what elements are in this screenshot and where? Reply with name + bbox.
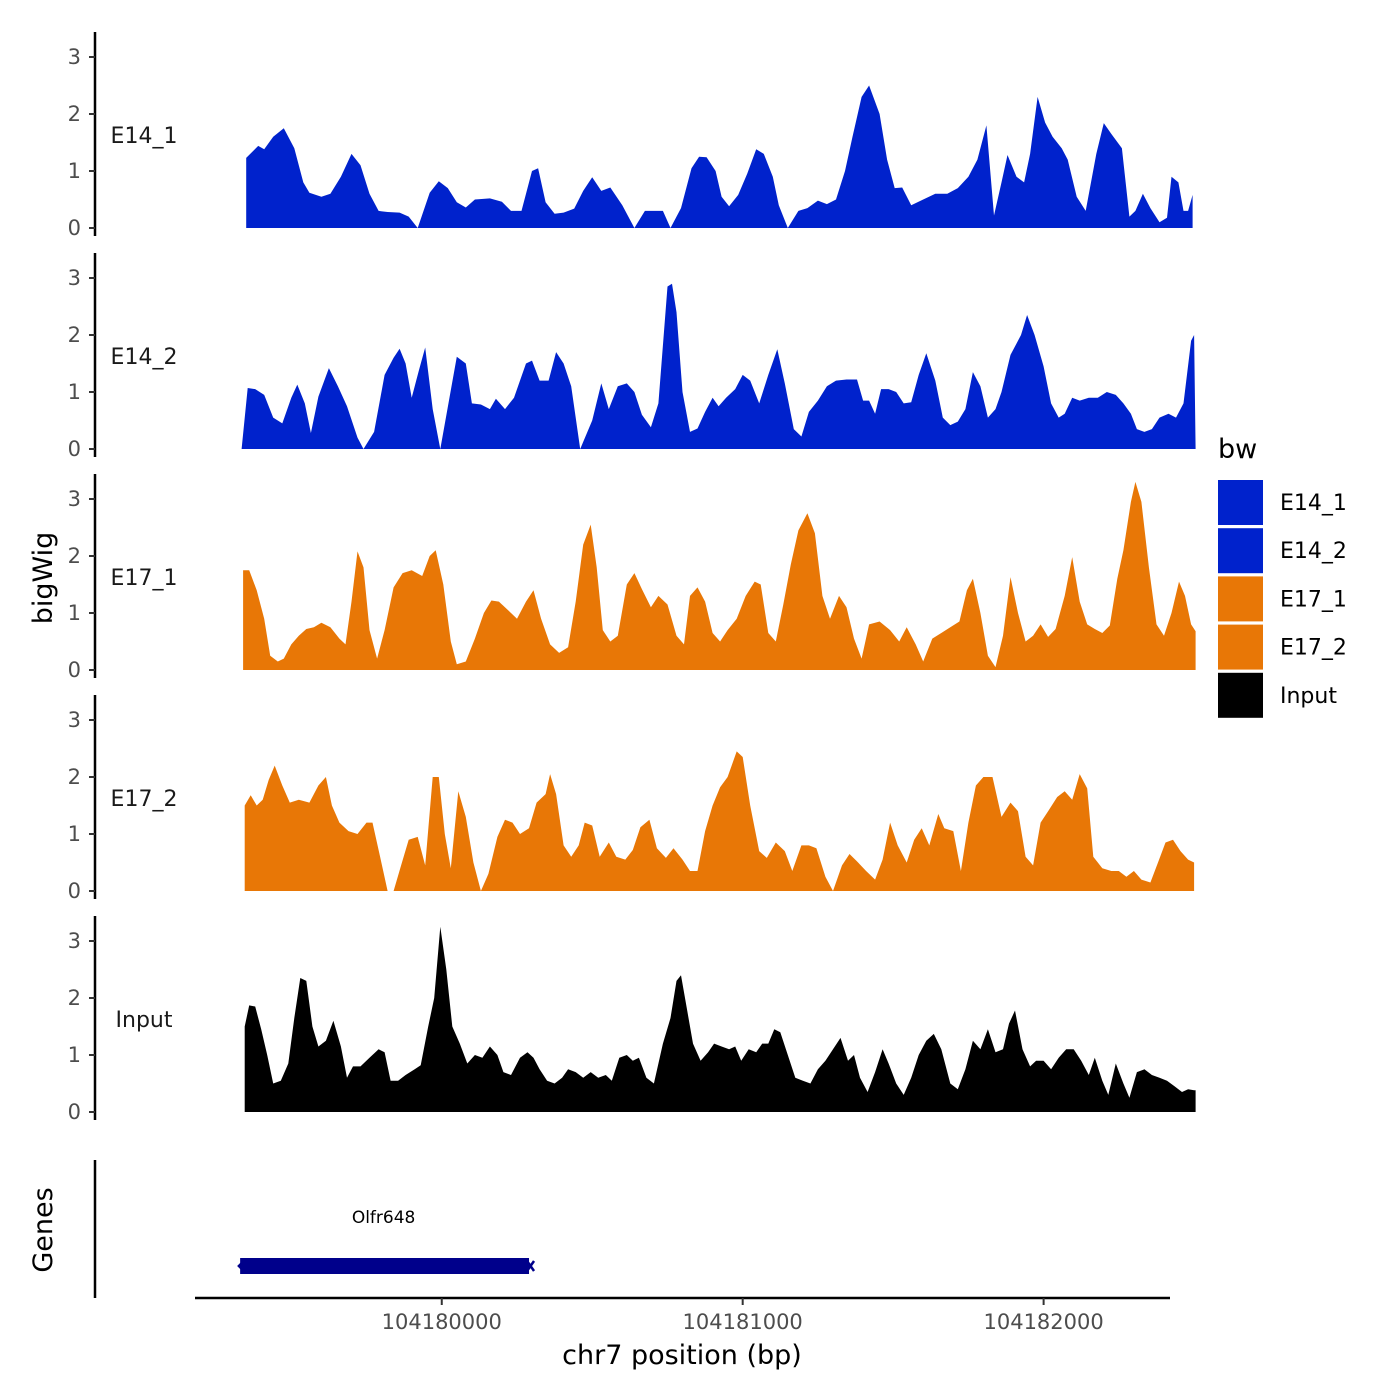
track-label: E17_2 <box>111 787 178 812</box>
y-tick-label: 2 <box>68 765 81 789</box>
gene-end-marker <box>526 1260 536 1272</box>
legend-key-e14-1 <box>1218 480 1263 525</box>
legend-key-input <box>1218 672 1263 718</box>
x-tick-label: 104181000 <box>683 1310 803 1334</box>
y-tick-label: 0 <box>68 879 81 903</box>
legend-label: E14_1 <box>1280 491 1347 516</box>
y-tick-label: 2 <box>68 544 81 568</box>
genes-axis-title: Genes <box>28 1187 59 1272</box>
gene-body <box>240 1258 530 1274</box>
track-e17-2: 0 1 2 3 E17_2 <box>68 695 1195 903</box>
y-tick-label: 2 <box>68 986 81 1010</box>
y-tick-label: 3 <box>68 45 81 69</box>
track-input: 0 1 2 3 Input <box>68 916 1196 1124</box>
x-axis-title: chr7 position (bp) <box>562 1340 802 1371</box>
x-tick-label: 104182000 <box>983 1310 1103 1334</box>
y-axis-title: bigWig <box>28 532 59 625</box>
gene-olfr648: Olfr648 <box>237 1208 536 1274</box>
track-label: E14_1 <box>111 124 178 149</box>
legend-label: E14_2 <box>1280 539 1347 564</box>
y-tick-label: 3 <box>68 266 81 290</box>
y-tick-label: 1 <box>68 1043 81 1067</box>
signal-area <box>246 85 1193 228</box>
y-tick-label: 0 <box>68 1100 81 1124</box>
track-e14-2: 0 1 2 3 E14_2 <box>68 253 1196 461</box>
x-tick-label: 104180000 <box>382 1310 502 1334</box>
y-tick-label: 1 <box>68 822 81 846</box>
track-panels: 0 1 2 3 E14_1 0 1 2 3 E14_2 0 1 2 3 E17_1 0 1 2 3 E17_2 0 1 2 3… <box>68 32 1196 1124</box>
y-tick-label: 3 <box>68 487 81 511</box>
gene-start-marker <box>237 1260 244 1272</box>
signal-area <box>244 926 1196 1112</box>
y-tick-label: 1 <box>68 380 81 404</box>
y-tick-label: 2 <box>68 323 81 347</box>
y-tick-label: 1 <box>68 601 81 625</box>
legend-label: E17_2 <box>1280 636 1347 661</box>
legend-key-e17-1 <box>1218 576 1263 622</box>
track-e14-1: 0 1 2 3 E14_1 <box>68 32 1193 240</box>
gene-label: Olfr648 <box>352 1208 416 1228</box>
signal-area <box>241 283 1196 449</box>
signal-area <box>243 481 1196 670</box>
legend-label: Input <box>1280 684 1337 709</box>
legend-title: bw <box>1218 434 1257 465</box>
y-tick-label: 0 <box>68 216 81 240</box>
legend-key-e14-2 <box>1218 528 1263 574</box>
legend: bw E14_1 E14_2 E17_1 E17_2 Input <box>1218 434 1347 718</box>
y-tick-label: 2 <box>68 102 81 126</box>
genes-panel: Olfr648 <box>93 1160 536 1298</box>
y-tick-label: 1 <box>68 159 81 183</box>
track-label: E17_1 <box>111 566 178 591</box>
track-e17-1: 0 1 2 3 E17_1 <box>68 474 1196 682</box>
signal-area <box>244 751 1195 891</box>
y-tick-label: 3 <box>68 929 81 953</box>
y-tick-label: 0 <box>68 437 81 461</box>
track-label: Input <box>116 1008 173 1033</box>
legend-label: E17_1 <box>1280 587 1347 612</box>
track-label: E14_2 <box>111 345 178 370</box>
y-tick-label: 3 <box>68 708 81 732</box>
legend-key-e17-2 <box>1218 624 1263 670</box>
x-axis: 104180000 104181000 104182000 <box>195 1296 1170 1334</box>
y-tick-label: 0 <box>68 658 81 682</box>
